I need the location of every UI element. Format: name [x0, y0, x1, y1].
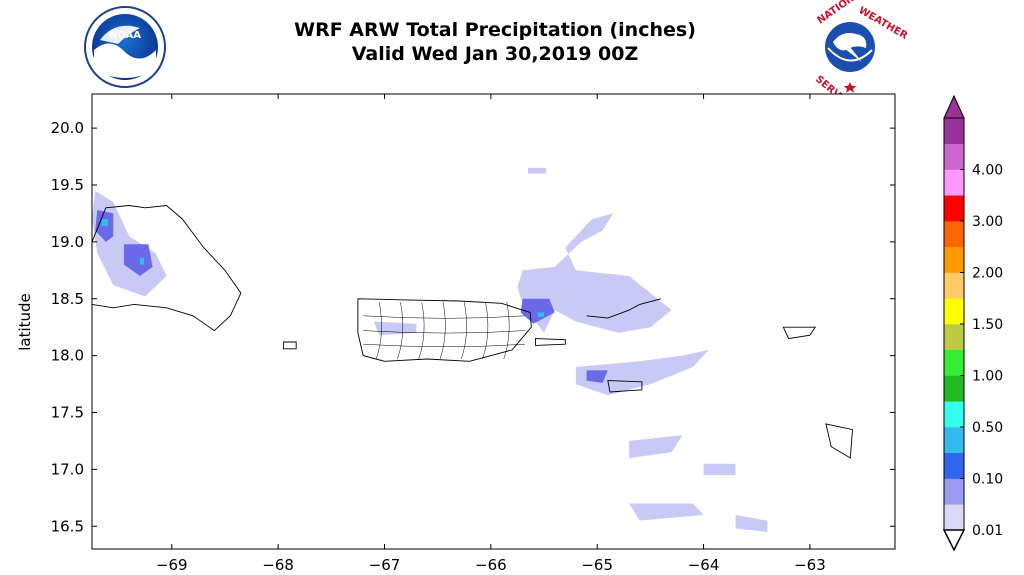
colorbar-label-6: 3.00: [972, 214, 1003, 230]
x-tick-label-5: −64: [688, 556, 720, 574]
precip-area-2: [123, 244, 153, 276]
x-tick-label-4: −65: [581, 556, 613, 574]
colorbar-label-1: 0.10: [972, 472, 1003, 488]
y-axis-label: latitude: [16, 293, 34, 351]
precipitation-layer: [92, 167, 768, 532]
plot-frame: [91, 93, 896, 550]
precip-area-9: [586, 370, 608, 383]
colorbar-segment-11: [944, 221, 964, 248]
coastline-puerto-rico: [357, 298, 532, 362]
precip-area-8: [575, 349, 709, 396]
colorbar-extend-min: [942, 529, 966, 552]
precip-area-15: [373, 321, 417, 336]
municipal-line-3: [439, 302, 446, 360]
coastline-virgin-islands: [586, 298, 662, 319]
coastline-mona: [282, 341, 297, 350]
x-tick-label-3: −66: [475, 556, 507, 574]
colorbar-segment-15: [944, 118, 964, 145]
precip-area-4: [139, 257, 145, 265]
colorbar-segment-13: [944, 169, 964, 196]
y-tick-label-0: 16.5: [51, 517, 84, 535]
colorbar-segment-10: [944, 246, 964, 273]
colorbar-segment-8: [944, 298, 964, 325]
x-tick-label-0: −69: [156, 556, 188, 574]
colorbar-segment-9: [944, 272, 964, 299]
precip-area-3: [101, 219, 108, 226]
y-tick-label-4: 18.5: [51, 290, 84, 308]
coastline-anguilla: [782, 326, 817, 340]
coastline-guadeloupe: [906, 501, 919, 526]
municipal-hline-2: [363, 344, 525, 347]
coastline-st-kitts: [825, 423, 853, 459]
y-tick-label-5: 19.0: [51, 233, 84, 251]
colorbar-segment-4: [944, 401, 964, 428]
colorbar-label-4: 1.50: [972, 317, 1003, 333]
colorbar: 0.01 0.10 0.50 1.00 1.50 2.00 3.00 4.00: [942, 94, 1003, 552]
colorbar-segment-5: [944, 375, 964, 402]
colorbar-label-7: 4.00: [972, 163, 1003, 179]
coastline-layer: [92, 205, 946, 526]
municipal-line-2: [418, 302, 425, 360]
colorbar-segment-14: [944, 143, 964, 170]
colorbar-segment-6: [944, 349, 964, 376]
x-tick-label-2: −67: [369, 556, 401, 574]
chart-subtitle: Valid Wed Jan 30,2019 00Z: [352, 43, 639, 65]
colorbar-extend-max: [943, 94, 965, 119]
colorbar-segment-12: [944, 195, 964, 222]
colorbar-label-2: 0.50: [972, 420, 1003, 436]
municipal-hline-0: [363, 315, 525, 319]
colorbar-label-0: 0.01: [972, 523, 1003, 539]
colorbar-segment-3: [944, 427, 964, 454]
municipal-line-4: [461, 302, 467, 360]
municipal-line-1: [397, 302, 404, 360]
y-axis: 16.5 17.0 17.5 18.0 18.5 19.0 19.5 20.0: [51, 119, 895, 535]
colorbar-segment-1: [944, 478, 964, 505]
noaa-logo: NOAA: [84, 6, 166, 88]
precip-area-10: [528, 167, 547, 174]
colorbar-segment-2: [944, 452, 964, 479]
x-tick-label-6: −63: [794, 556, 826, 574]
y-tick-label-2: 17.5: [51, 404, 84, 422]
municipal-line-5: [482, 302, 489, 360]
municipal-hline-1: [363, 330, 525, 334]
coastline-hispaniola: [92, 205, 242, 332]
x-tick-label-1: −68: [262, 556, 294, 574]
coastline-st-croix: [607, 380, 643, 393]
plot-area: [92, 94, 895, 549]
colorbar-segment-0: [944, 504, 964, 531]
coastline-antigua: [911, 452, 946, 471]
y-tick-label-7: 20.0: [51, 119, 84, 137]
precip-area-13: [629, 503, 704, 521]
coastline-vieques: [535, 338, 566, 346]
colorbar-segment-7: [944, 324, 964, 351]
x-axis: −69 −68 −67 −66 −65 −64 −63: [156, 94, 826, 574]
chart-title: WRF ARW Total Precipitation (inches): [294, 19, 696, 41]
precip-area-6: [520, 298, 555, 324]
svg-text:NOAA: NOAA: [109, 30, 141, 41]
y-tick-label-1: 17.0: [51, 460, 84, 478]
y-tick-label-6: 19.5: [51, 176, 84, 194]
precip-area-7: [537, 312, 544, 317]
precip-area-12: [703, 463, 736, 476]
puerto-rico-municipal-lines: [363, 302, 525, 360]
colorbar-label-5: 2.00: [972, 266, 1003, 282]
colorbar-label-3: 1.00: [972, 369, 1003, 385]
y-tick-label-3: 18.0: [51, 347, 84, 365]
precip-area-14: [735, 514, 768, 532]
precip-area-5: [517, 213, 672, 333]
precip-area-11: [629, 435, 683, 458]
